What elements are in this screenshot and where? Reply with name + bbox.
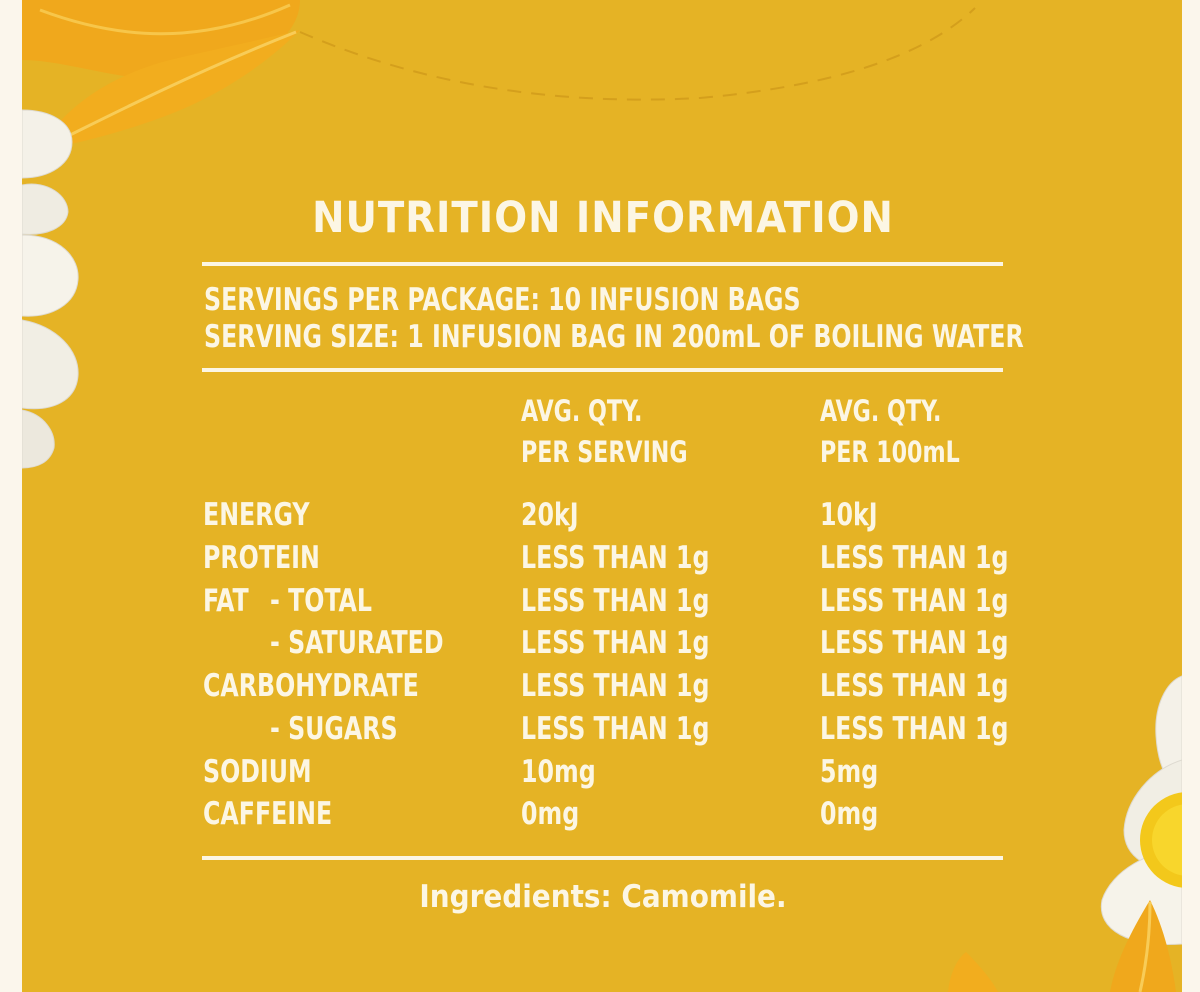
value-per-serving: LESS THAN 1g xyxy=(521,540,710,576)
value-per-serving: 10mg xyxy=(521,754,596,790)
divider-rule xyxy=(202,856,1003,860)
value-per-serving: LESS THAN 1g xyxy=(521,711,710,747)
value-per-100ml: 0mg xyxy=(820,796,879,832)
value-per-100ml: LESS THAN 1g xyxy=(820,540,1009,576)
serving-size: SERVING SIZE: 1 INFUSION BAG IN 200mL OF… xyxy=(204,319,1024,355)
value-per-serving: 20kJ xyxy=(521,497,579,533)
column-header-per-serving: PER SERVING xyxy=(521,435,688,469)
camomile-flower-icon xyxy=(1100,675,1182,946)
value-per-100ml: LESS THAN 1g xyxy=(820,668,1009,704)
leaf-icon xyxy=(948,900,1176,992)
value-per-100ml: 10kJ xyxy=(820,497,878,533)
ingredients-text: Ingredients: Camomile. xyxy=(419,879,787,915)
value-per-serving: 0mg xyxy=(521,796,580,832)
column-header-per-100ml: AVG. QTY. xyxy=(820,394,942,428)
column-header-per-100ml: PER 100mL xyxy=(820,435,960,469)
value-per-serving: LESS THAN 1g xyxy=(521,625,710,661)
value-per-serving: LESS THAN 1g xyxy=(521,583,710,619)
nutrient-sublabel: - TOTAL xyxy=(270,583,372,619)
value-per-100ml: LESS THAN 1g xyxy=(820,583,1009,619)
nutrient-label: FAT xyxy=(203,583,249,619)
value-per-100ml: LESS THAN 1g xyxy=(820,711,1009,747)
panel-title: NUTRITION INFORMATION xyxy=(312,193,894,243)
value-per-100ml: 5mg xyxy=(820,754,879,790)
nutrient-label: SODIUM xyxy=(203,754,312,790)
camomile-flower-icon xyxy=(22,109,79,469)
nutrient-label: CAFFEINE xyxy=(203,796,333,832)
nutrient-label: PROTEIN xyxy=(203,540,320,576)
nutrient-label: ENERGY xyxy=(203,497,310,533)
nutrient-label: CARBOHYDRATE xyxy=(203,668,419,704)
label-panel xyxy=(22,0,1182,992)
decoration-layer xyxy=(22,0,1182,992)
divider-rule xyxy=(202,262,1003,266)
value-per-serving: LESS THAN 1g xyxy=(521,668,710,704)
column-header-per-serving: AVG. QTY. xyxy=(521,394,643,428)
nutrient-sublabel: - SUGARS xyxy=(270,711,398,747)
nutrient-sublabel: - SATURATED xyxy=(270,625,444,661)
servings-per-package: SERVINGS PER PACKAGE: 10 INFUSION BAGS xyxy=(204,282,801,318)
value-per-100ml: LESS THAN 1g xyxy=(820,625,1009,661)
divider-rule xyxy=(202,368,1003,372)
leaf-icon xyxy=(22,0,300,150)
